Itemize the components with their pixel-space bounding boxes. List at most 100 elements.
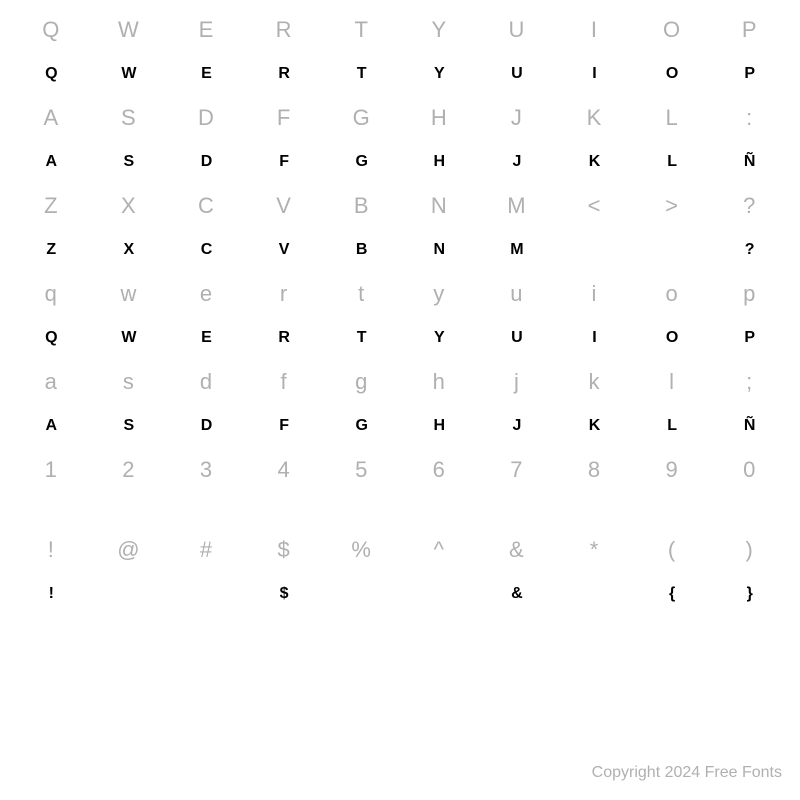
- font-glyph: U: [478, 65, 556, 83]
- font-glyph: K: [555, 417, 633, 435]
- reference-glyph: 5: [322, 457, 400, 483]
- reference-glyph: J: [478, 105, 556, 131]
- character-map-grid: QWERTYUIOPQWERTYUIOPASDFGHJKL:ASDFGHJKLÑ…: [0, 0, 800, 624]
- reference-glyph: d: [167, 369, 245, 395]
- font-glyph: H: [400, 153, 478, 171]
- reference-glyph: Q: [12, 17, 90, 43]
- reference-glyph: s: [90, 369, 168, 395]
- font-glyph: Q: [12, 329, 90, 347]
- reference-glyph: ;: [710, 369, 788, 395]
- reference-glyph: (: [633, 537, 711, 563]
- reference-glyph: l: [633, 369, 711, 395]
- font-glyph: N: [400, 241, 478, 259]
- reference-glyph: T: [322, 17, 400, 43]
- reference-glyph: h: [400, 369, 478, 395]
- font-glyph: X: [90, 241, 168, 259]
- reference-row: !@#$%^&*(): [12, 528, 788, 572]
- reference-glyph: D: [167, 105, 245, 131]
- reference-glyph: 3: [167, 457, 245, 483]
- font-glyph: L: [633, 417, 711, 435]
- reference-glyph: 7: [478, 457, 556, 483]
- reference-glyph: j: [478, 369, 556, 395]
- font-glyph: G: [322, 153, 400, 171]
- font-glyph: P: [710, 65, 788, 83]
- reference-glyph: e: [167, 281, 245, 307]
- reference-glyph: f: [245, 369, 323, 395]
- font-glyph: T: [322, 65, 400, 83]
- reference-glyph: r: [245, 281, 323, 307]
- reference-glyph: #: [167, 537, 245, 563]
- reference-glyph: <: [555, 193, 633, 219]
- reference-glyph: Z: [12, 193, 90, 219]
- font-glyph: J: [478, 153, 556, 171]
- font-sample-row: ASDFGHJKLÑ: [12, 140, 788, 184]
- reference-glyph: H: [400, 105, 478, 131]
- font-glyph: F: [245, 153, 323, 171]
- font-glyph: O: [633, 65, 711, 83]
- font-glyph: W: [90, 329, 168, 347]
- reference-glyph: B: [322, 193, 400, 219]
- reference-row: 1234567890: [12, 448, 788, 492]
- reference-glyph: ): [710, 537, 788, 563]
- font-glyph: L: [633, 153, 711, 171]
- reference-glyph: 0: [710, 457, 788, 483]
- font-glyph: P: [710, 329, 788, 347]
- reference-glyph: S: [90, 105, 168, 131]
- reference-row: ZXCVBNM<>?: [12, 184, 788, 228]
- reference-glyph: A: [12, 105, 90, 131]
- reference-glyph: :: [710, 105, 788, 131]
- font-glyph: A: [12, 417, 90, 435]
- font-sample-row: QWERTYUIOP: [12, 316, 788, 360]
- font-glyph: !: [12, 585, 90, 603]
- reference-glyph: k: [555, 369, 633, 395]
- font-glyph: &: [478, 585, 556, 603]
- reference-row: QWERTYUIOP: [12, 8, 788, 52]
- reference-glyph: U: [478, 17, 556, 43]
- reference-row: asdfghjkl;: [12, 360, 788, 404]
- font-glyph: G: [322, 417, 400, 435]
- reference-glyph: g: [322, 369, 400, 395]
- reference-glyph: Y: [400, 17, 478, 43]
- reference-glyph: 4: [245, 457, 323, 483]
- font-glyph: J: [478, 417, 556, 435]
- reference-glyph: t: [322, 281, 400, 307]
- reference-glyph: G: [322, 105, 400, 131]
- reference-glyph: E: [167, 17, 245, 43]
- reference-glyph: K: [555, 105, 633, 131]
- font-glyph: E: [167, 65, 245, 83]
- font-glyph: }: [710, 585, 788, 603]
- font-glyph: C: [167, 241, 245, 259]
- reference-glyph: L: [633, 105, 711, 131]
- reference-glyph: p: [710, 281, 788, 307]
- reference-glyph: R: [245, 17, 323, 43]
- reference-glyph: &: [478, 537, 556, 563]
- font-glyph: K: [555, 153, 633, 171]
- reference-glyph: $: [245, 537, 323, 563]
- reference-glyph: O: [633, 17, 711, 43]
- font-glyph: F: [245, 417, 323, 435]
- font-glyph: S: [90, 153, 168, 171]
- font-glyph: S: [90, 417, 168, 435]
- reference-glyph: ^: [400, 537, 478, 563]
- font-sample-row: [12, 492, 788, 528]
- reference-glyph: !: [12, 537, 90, 563]
- reference-glyph: q: [12, 281, 90, 307]
- reference-glyph: M: [478, 193, 556, 219]
- font-glyph: I: [555, 329, 633, 347]
- font-glyph: R: [245, 329, 323, 347]
- font-glyph: V: [245, 241, 323, 259]
- reference-glyph: I: [555, 17, 633, 43]
- font-glyph: I: [555, 65, 633, 83]
- reference-glyph: 9: [633, 457, 711, 483]
- font-sample-row: !$&{}: [12, 572, 788, 616]
- reference-glyph: w: [90, 281, 168, 307]
- font-glyph: Ñ: [710, 417, 788, 435]
- font-glyph: T: [322, 329, 400, 347]
- reference-glyph: 6: [400, 457, 478, 483]
- font-glyph: U: [478, 329, 556, 347]
- font-glyph: H: [400, 417, 478, 435]
- reference-glyph: *: [555, 537, 633, 563]
- font-glyph: D: [167, 417, 245, 435]
- reference-glyph: a: [12, 369, 90, 395]
- font-glyph: Y: [400, 329, 478, 347]
